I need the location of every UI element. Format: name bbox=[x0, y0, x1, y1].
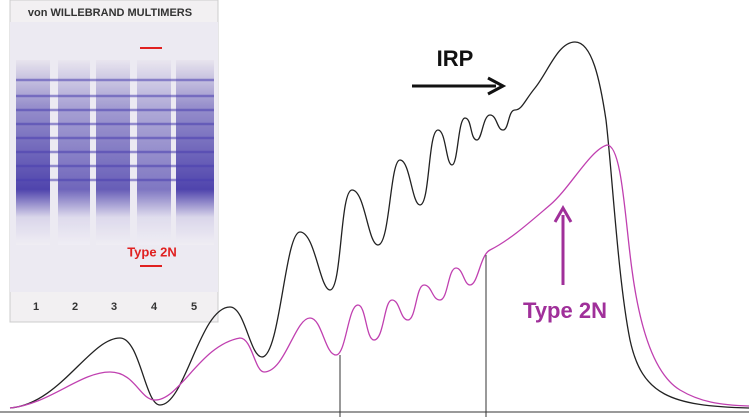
lane-number: 2 bbox=[72, 301, 78, 313]
lane-number: 3 bbox=[111, 301, 117, 313]
lane-number: 1 bbox=[33, 301, 39, 313]
inset-label: Type 2N bbox=[127, 244, 177, 259]
arrow-label: IRP bbox=[437, 46, 474, 71]
type-label: Type 2N bbox=[523, 298, 607, 323]
inset-title: von WILLEBRAND MULTIMERS bbox=[28, 7, 192, 19]
lane-number: 5 bbox=[191, 301, 197, 313]
lane-number: 4 bbox=[151, 301, 158, 313]
gel-inset: von WILLEBRAND MULTIMERS Type 2N 1 2 3 4… bbox=[10, 0, 218, 322]
figure: von WILLEBRAND MULTIMERS Type 2N 1 2 3 4… bbox=[0, 0, 749, 417]
